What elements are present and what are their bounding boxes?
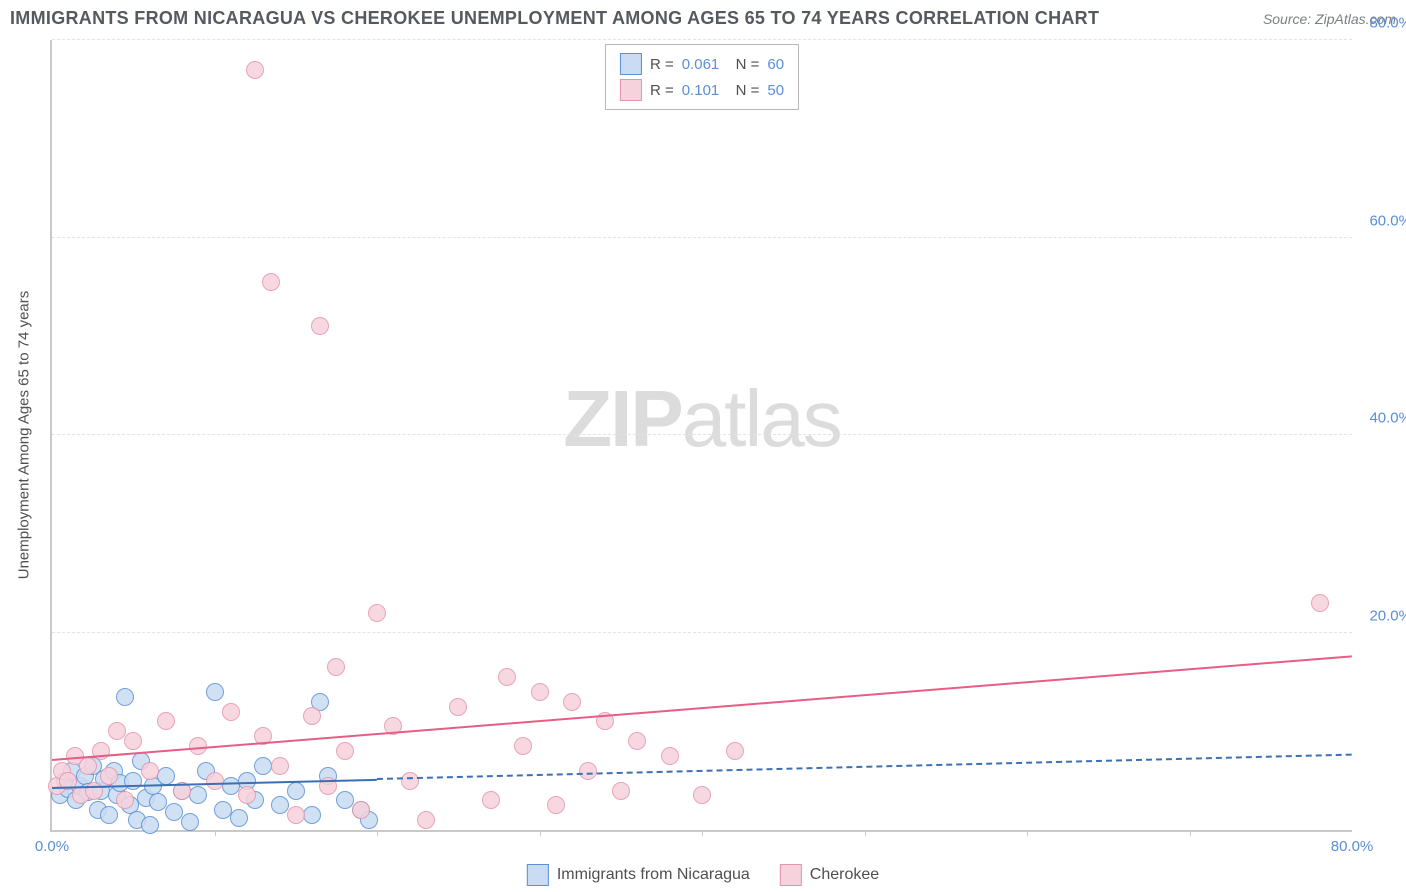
data-point — [100, 767, 118, 785]
y-tick-label: 60.0% — [1357, 212, 1406, 229]
legend-bottom-swatch-2 — [780, 864, 802, 886]
data-point — [693, 786, 711, 804]
data-point — [303, 707, 321, 725]
scatter-plot-area: ZIPatlas R = 0.061 N = 60 R = 0.101 N = … — [50, 40, 1352, 832]
x-tick — [702, 830, 703, 836]
data-point — [303, 806, 321, 824]
data-point — [661, 747, 679, 765]
data-point — [79, 757, 97, 775]
legend-bottom: Immigrants from Nicaragua Cherokee — [527, 864, 879, 886]
n-value-1: 60 — [767, 56, 784, 73]
trend-line — [52, 655, 1352, 761]
chart-title: IMMIGRANTS FROM NICARAGUA VS CHEROKEE UN… — [10, 8, 1099, 29]
data-point — [100, 806, 118, 824]
data-point — [287, 806, 305, 824]
data-point — [482, 791, 500, 809]
data-point — [108, 722, 126, 740]
data-point — [149, 793, 167, 811]
legend-bottom-label-1: Immigrants from Nicaragua — [557, 866, 750, 884]
r-value-1: 0.061 — [682, 56, 720, 73]
data-point — [311, 317, 329, 335]
data-point — [612, 782, 630, 800]
data-point — [189, 786, 207, 804]
data-point — [206, 683, 224, 701]
data-point — [368, 604, 386, 622]
n-value-2: 50 — [767, 82, 784, 99]
gridline-horizontal — [52, 39, 1352, 40]
data-point — [165, 803, 183, 821]
x-tick — [377, 830, 378, 836]
data-point — [563, 693, 581, 711]
legend-bottom-swatch-1 — [527, 864, 549, 886]
legend-row-series-2: R = 0.101 N = 50 — [620, 77, 784, 103]
y-tick-label: 20.0% — [1357, 607, 1406, 624]
data-point — [222, 703, 240, 721]
data-point — [230, 809, 248, 827]
data-point — [514, 737, 532, 755]
data-point — [1311, 594, 1329, 612]
data-point — [336, 791, 354, 809]
data-point — [287, 782, 305, 800]
legend-row-series-1: R = 0.061 N = 60 — [620, 51, 784, 77]
y-tick-label: 40.0% — [1357, 410, 1406, 427]
data-point — [417, 811, 435, 829]
data-point — [449, 698, 467, 716]
x-tick — [1027, 830, 1028, 836]
x-tick — [1190, 830, 1191, 836]
data-point — [401, 772, 419, 790]
x-tick-label: 80.0% — [1331, 838, 1374, 855]
data-point — [157, 767, 175, 785]
data-point — [327, 658, 345, 676]
data-point — [498, 668, 516, 686]
data-point — [85, 782, 103, 800]
data-point — [157, 712, 175, 730]
data-point — [181, 813, 199, 831]
data-point — [336, 742, 354, 760]
y-axis-title: Unemployment Among Ages 65 to 74 years — [16, 291, 33, 580]
x-tick — [865, 830, 866, 836]
data-point — [579, 762, 597, 780]
gridline-horizontal — [52, 237, 1352, 238]
data-point — [262, 273, 280, 291]
data-point — [141, 762, 159, 780]
data-point — [116, 791, 134, 809]
data-point — [141, 816, 159, 834]
legend-bottom-item-1: Immigrants from Nicaragua — [527, 864, 750, 886]
gridline-horizontal — [52, 632, 1352, 633]
gridline-horizontal — [52, 434, 1352, 435]
data-point — [206, 772, 224, 790]
data-point — [238, 786, 256, 804]
data-point — [531, 683, 549, 701]
y-tick-label: 80.0% — [1357, 15, 1406, 32]
legend-swatch-1 — [620, 53, 642, 75]
data-point — [352, 801, 370, 819]
data-point — [271, 757, 289, 775]
data-point — [246, 61, 264, 79]
title-bar: IMMIGRANTS FROM NICARAGUA VS CHEROKEE UN… — [10, 8, 1396, 29]
data-point — [726, 742, 744, 760]
data-point — [271, 796, 289, 814]
data-point — [628, 732, 646, 750]
trend-line — [377, 754, 1352, 780]
x-tick — [540, 830, 541, 836]
legend-top: R = 0.061 N = 60 R = 0.101 N = 50 — [605, 44, 799, 110]
legend-bottom-item-2: Cherokee — [780, 864, 879, 886]
data-point — [547, 796, 565, 814]
x-tick — [215, 830, 216, 836]
legend-swatch-2 — [620, 79, 642, 101]
data-point — [124, 732, 142, 750]
watermark: ZIPatlas — [563, 373, 840, 465]
data-point — [116, 688, 134, 706]
x-tick-label: 0.0% — [35, 838, 69, 855]
legend-bottom-label-2: Cherokee — [810, 866, 879, 884]
r-value-2: 0.101 — [682, 82, 720, 99]
